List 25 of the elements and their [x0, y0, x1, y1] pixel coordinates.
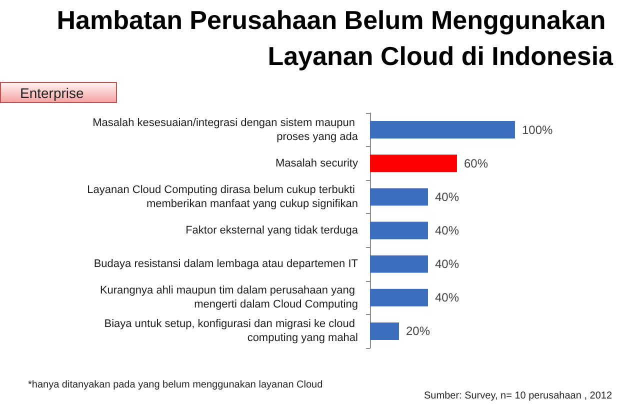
- chart-title: Hambatan Perusahaan Belum Menggunakan Layanan Cloud di Indonesia: [56, 5, 614, 71]
- data-label: 60%: [464, 156, 488, 170]
- text: *hanya ditanyakan pada yang belum menggunakan layanan Cloud: [28, 380, 323, 390]
- data-label: 40%: [435, 190, 460, 204]
- data-label: 40%: [435, 257, 460, 272]
- data-label: 40%: [435, 290, 460, 305]
- y-tick-label: Budaya resistansi dalam lembaga atau departemen IT: [94, 258, 358, 270]
- bar: [370, 222, 428, 240]
- text: Enterprise: [20, 85, 84, 101]
- bar: [370, 288, 428, 306]
- y-tick-label: Kurangnya ahli maupun tim dalam perusahaan yang mengerti dalam Cloud Computing: [100, 284, 358, 311]
- y-tick-label: Masalah security: [275, 157, 358, 170]
- y-tick-label: Faktor eksternal yang tidak terduga: [186, 224, 359, 236]
- text: Sumber: Survey, n= 10 perusahaan , 2012: [424, 390, 612, 402]
- bar: [370, 188, 428, 206]
- bar: [370, 121, 515, 139]
- bar: [370, 255, 428, 273]
- y-tick-label: Biaya untuk setup, konfigurasi dan migrasi ke cloud computing yang mahal: [104, 318, 358, 344]
- bar: [370, 154, 457, 172]
- data-label: 20%: [406, 324, 430, 338]
- data-label: 40%: [435, 224, 460, 238]
- y-tick-label: Layanan Cloud Computing dirasa belum cukup terbukti memberikan manfaat yang cukup signifikan: [87, 184, 358, 210]
- y-tick-label: Masalah kesesuaian/integrasi dengan sistem maupun proses yang ada: [92, 116, 359, 143]
- data-label: 100%: [522, 122, 554, 137]
- bar: [370, 322, 399, 340]
